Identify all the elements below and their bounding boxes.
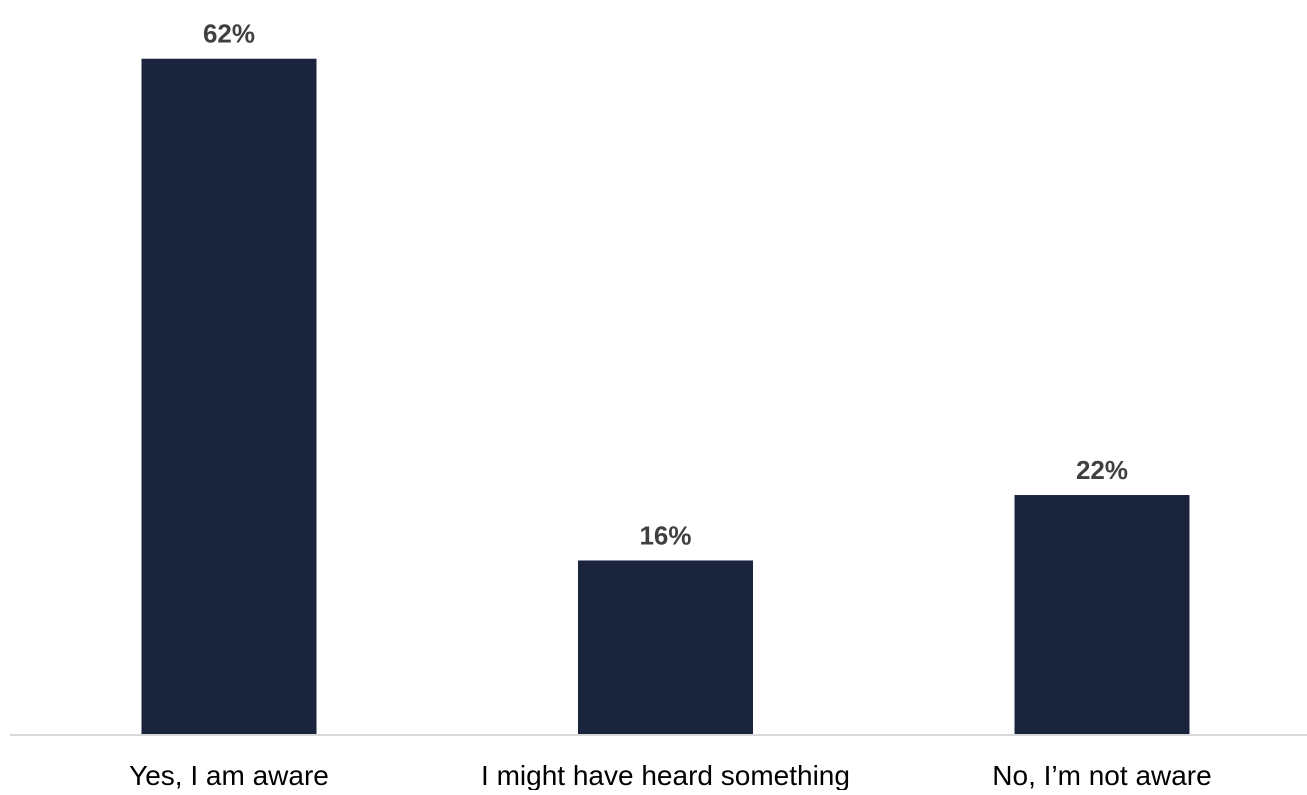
category-labels-group: Yes, I am aware I might have heard someth… [129, 760, 1212, 791]
data-labels-group: 62% 16% 22% [203, 19, 1128, 551]
category-label-2: I might have heard something [481, 760, 850, 790]
data-label-1: 62% [203, 19, 255, 49]
bar-3 [1014, 495, 1190, 735]
category-label-3: No, I’m not aware [992, 760, 1211, 790]
data-label-2: 16% [639, 520, 691, 550]
data-label-3: 22% [1076, 455, 1128, 485]
bar-2 [578, 560, 753, 735]
category-label-1: Yes, I am aware [129, 760, 329, 790]
bar-1 [141, 58, 317, 735]
bars-group [141, 58, 1190, 735]
